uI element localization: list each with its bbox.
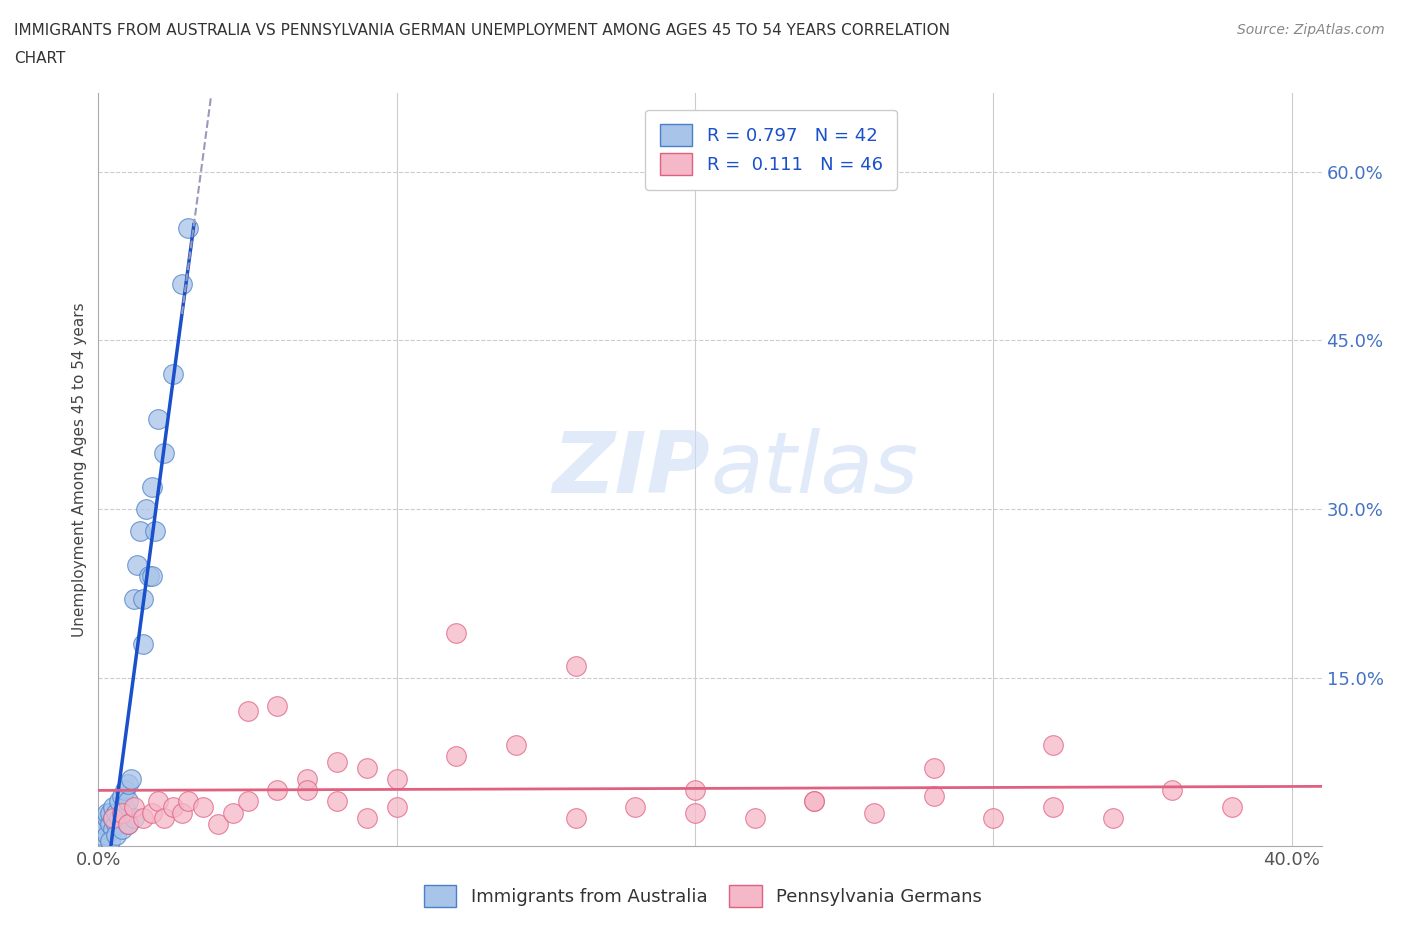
Point bbox=[98, 833, 121, 848]
Point bbox=[170, 277, 193, 292]
Point bbox=[108, 794, 131, 809]
Point bbox=[170, 805, 193, 820]
Point bbox=[1161, 783, 1184, 798]
Point bbox=[207, 817, 229, 831]
Point bbox=[177, 794, 200, 809]
Point bbox=[446, 625, 468, 640]
Point bbox=[922, 760, 945, 775]
Point bbox=[922, 789, 945, 804]
Point bbox=[744, 811, 766, 826]
Point bbox=[105, 817, 128, 831]
Point bbox=[96, 805, 118, 820]
Point bbox=[297, 771, 319, 786]
Point bbox=[138, 569, 160, 584]
Point bbox=[117, 794, 139, 809]
Point bbox=[111, 805, 134, 820]
Point bbox=[105, 805, 128, 820]
Point bbox=[122, 591, 145, 606]
Point bbox=[122, 811, 145, 826]
Text: ZIP: ZIP bbox=[553, 428, 710, 512]
Point bbox=[863, 805, 886, 820]
Point bbox=[122, 800, 145, 815]
Text: IMMIGRANTS FROM AUSTRALIA VS PENNSYLVANIA GERMAN UNEMPLOYMENT AMONG AGES 45 TO 5: IMMIGRANTS FROM AUSTRALIA VS PENNSYLVANI… bbox=[14, 23, 950, 38]
Point bbox=[132, 811, 155, 826]
Point bbox=[624, 800, 647, 815]
Point bbox=[143, 524, 166, 538]
Point bbox=[266, 698, 288, 713]
Text: Source: ZipAtlas.com: Source: ZipAtlas.com bbox=[1237, 23, 1385, 37]
Point bbox=[103, 800, 125, 815]
Point bbox=[98, 805, 121, 820]
Legend: Immigrants from Australia, Pennsylvania Germans: Immigrants from Australia, Pennsylvania … bbox=[415, 876, 991, 916]
Point bbox=[326, 794, 349, 809]
Point bbox=[132, 636, 155, 651]
Text: CHART: CHART bbox=[14, 51, 66, 66]
Point bbox=[98, 817, 121, 831]
Point bbox=[266, 783, 288, 798]
Point bbox=[385, 771, 408, 786]
Point bbox=[120, 771, 142, 786]
Point bbox=[96, 828, 118, 843]
Point bbox=[803, 794, 825, 809]
Point bbox=[385, 800, 408, 815]
Point bbox=[1042, 737, 1064, 752]
Point bbox=[93, 822, 115, 837]
Point bbox=[108, 811, 131, 826]
Point bbox=[683, 805, 706, 820]
Point bbox=[505, 737, 527, 752]
Point bbox=[141, 479, 163, 494]
Point bbox=[236, 794, 259, 809]
Point bbox=[114, 800, 136, 815]
Point bbox=[356, 760, 378, 775]
Point bbox=[221, 805, 243, 820]
Point bbox=[162, 800, 184, 815]
Point bbox=[132, 591, 155, 606]
Point bbox=[135, 501, 157, 516]
Point bbox=[162, 366, 184, 381]
Point bbox=[236, 704, 259, 719]
Point bbox=[127, 558, 149, 573]
Point bbox=[96, 811, 118, 826]
Point bbox=[117, 817, 139, 831]
Point bbox=[297, 783, 319, 798]
Point bbox=[565, 659, 588, 674]
Point bbox=[146, 412, 169, 427]
Point bbox=[111, 789, 134, 804]
Point bbox=[141, 569, 163, 584]
Point bbox=[141, 805, 163, 820]
Point bbox=[90, 828, 112, 843]
Point bbox=[446, 749, 468, 764]
Point bbox=[153, 445, 176, 460]
Point bbox=[111, 822, 134, 837]
Point bbox=[326, 754, 349, 769]
Point bbox=[129, 524, 152, 538]
Point bbox=[146, 794, 169, 809]
Point bbox=[177, 220, 200, 235]
Y-axis label: Unemployment Among Ages 45 to 54 years: Unemployment Among Ages 45 to 54 years bbox=[72, 302, 87, 637]
Point bbox=[114, 783, 136, 798]
Point bbox=[983, 811, 1005, 826]
Text: atlas: atlas bbox=[710, 428, 918, 512]
Point bbox=[103, 811, 125, 826]
Point bbox=[117, 817, 139, 831]
Legend: R = 0.797   N = 42, R =  0.111   N = 46: R = 0.797 N = 42, R = 0.111 N = 46 bbox=[645, 110, 897, 190]
Point bbox=[117, 777, 139, 792]
Point bbox=[103, 822, 125, 837]
Point bbox=[153, 811, 176, 826]
Point bbox=[111, 805, 134, 820]
Point bbox=[1042, 800, 1064, 815]
Point bbox=[565, 811, 588, 826]
Point bbox=[803, 794, 825, 809]
Point bbox=[683, 783, 706, 798]
Point bbox=[356, 811, 378, 826]
Point bbox=[191, 800, 214, 815]
Point bbox=[1101, 811, 1123, 826]
Point bbox=[105, 828, 128, 843]
Point bbox=[1220, 800, 1243, 815]
Point bbox=[93, 817, 115, 831]
Point bbox=[103, 811, 125, 826]
